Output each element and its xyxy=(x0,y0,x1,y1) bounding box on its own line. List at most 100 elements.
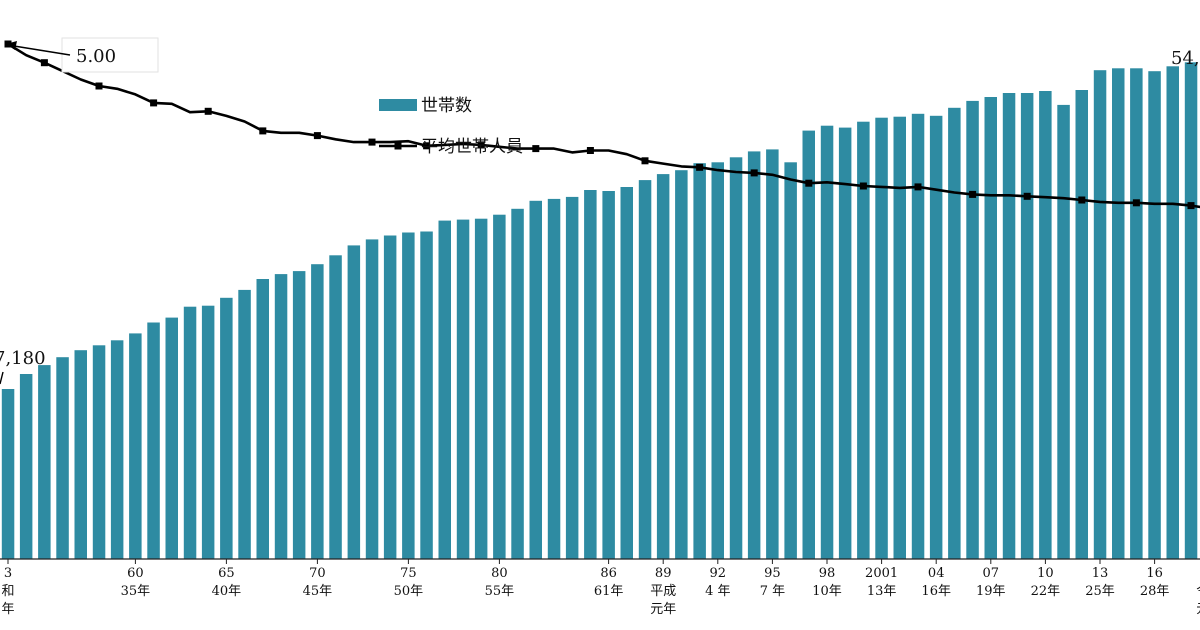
bar-62 xyxy=(1130,68,1143,560)
bar-5 xyxy=(92,345,106,559)
x-tick-label-7-1: 35年 xyxy=(121,584,151,599)
line-point-56 xyxy=(1023,192,1031,200)
bar-1 xyxy=(19,374,33,559)
annotation-bars-start-leader xyxy=(0,371,4,385)
bar-11 xyxy=(201,305,215,559)
bar-22 xyxy=(402,232,415,559)
bar-12 xyxy=(220,297,233,559)
x-tick-label-39-0: 92 xyxy=(710,566,727,581)
bar-14 xyxy=(256,279,269,559)
bar-40 xyxy=(729,157,743,560)
bar-29 xyxy=(529,200,542,560)
bar-31 xyxy=(565,196,579,559)
line-point-47 xyxy=(859,182,867,190)
x-tick-label-17-0: 70 xyxy=(309,566,326,581)
annotation-line-start-value: 5.00 xyxy=(76,46,116,67)
line-point-41 xyxy=(750,169,758,177)
bar-64 xyxy=(1166,66,1179,560)
x-tick-label-48-1: 13年 xyxy=(867,584,897,599)
bar-65 xyxy=(1184,62,1198,560)
bar-33 xyxy=(602,191,615,559)
bar-44 xyxy=(802,130,815,559)
x-tick-label-42-1: 7 年 xyxy=(760,584,785,599)
line-point-53 xyxy=(969,190,977,198)
x-tick-label-0-1: 和 xyxy=(1,584,14,599)
x-tick-label-7-0: 60 xyxy=(127,566,144,581)
line-point-50 xyxy=(914,183,922,191)
x-tick-label-57-1: 22年 xyxy=(1031,584,1061,599)
x-tick-label-51-1: 16年 xyxy=(921,584,951,599)
line-point-14 xyxy=(259,127,267,135)
line-point-65 xyxy=(1187,202,1195,210)
bar-series-households xyxy=(1,62,1198,560)
bar-18 xyxy=(329,255,342,560)
bar-26 xyxy=(474,218,488,559)
x-tick-label-42-0: 95 xyxy=(764,566,781,581)
bar-3 xyxy=(56,357,69,559)
bar-41 xyxy=(747,151,761,559)
annotation-box xyxy=(61,37,159,73)
bar-7 xyxy=(129,333,142,559)
bar-42 xyxy=(766,149,779,559)
legend: 世帯数 平均世帯人員 xyxy=(379,96,523,157)
x-tick-label-12-1: 40年 xyxy=(212,584,242,599)
x-tick-label-22-1: 50年 xyxy=(394,584,424,599)
bar-50 xyxy=(911,113,925,560)
x-tick-label-0-0: 3 xyxy=(4,566,12,581)
line-point-32 xyxy=(586,147,594,154)
bar-32 xyxy=(584,190,597,559)
bar-55 xyxy=(1002,93,1016,559)
bar-15 xyxy=(274,274,288,559)
x-tick-label-63-0: 16 xyxy=(1146,566,1163,581)
bar-58 xyxy=(1057,104,1070,560)
bar-63 xyxy=(1148,71,1161,559)
bar-38 xyxy=(693,163,706,559)
x-tick-label-22-0: 75 xyxy=(400,566,417,581)
bar-34 xyxy=(620,187,633,559)
x-tick-label-12-0: 65 xyxy=(218,566,235,581)
bar-8 xyxy=(147,322,160,559)
line-point-5 xyxy=(95,82,103,90)
bar-49 xyxy=(893,116,906,559)
bar-6 xyxy=(110,340,124,559)
legend-label-avg-members: 平均世帯人員 xyxy=(421,137,523,157)
bar-0 xyxy=(1,389,15,559)
bar-21 xyxy=(383,235,397,559)
line-point-8 xyxy=(150,99,158,107)
x-tick-label-57-0: 10 xyxy=(1037,566,1054,581)
bar-43 xyxy=(784,162,797,560)
bar-20 xyxy=(365,239,379,559)
x-tick-label-39-1: 4 年 xyxy=(705,584,730,599)
bar-24 xyxy=(438,220,451,559)
x-tick-label-60-1: 25年 xyxy=(1085,584,1115,599)
bar-54 xyxy=(984,97,997,559)
line-point-62 xyxy=(1132,199,1140,207)
bar-39 xyxy=(711,162,724,560)
x-tick-label-66-1: 令和 xyxy=(1196,584,1200,599)
x-tick-label-0-2: 年 xyxy=(1,602,14,617)
arrowhead-icon xyxy=(6,41,17,50)
x-tick-label-17-1: 45年 xyxy=(303,584,333,599)
x-tick-label-45-1: 10年 xyxy=(812,584,842,599)
x-tick-label-45-0: 98 xyxy=(819,566,836,581)
annotation-arrow xyxy=(13,45,71,56)
bar-51 xyxy=(929,115,943,560)
bar-25 xyxy=(456,219,470,559)
bar-35 xyxy=(638,180,652,559)
bar-28 xyxy=(511,208,524,560)
annotation-line-start: 5.00 xyxy=(6,37,159,73)
annotation-bars-start-value: 7,180 xyxy=(0,348,46,369)
bar-57 xyxy=(1039,91,1052,559)
line-series-avg-members xyxy=(4,40,1200,210)
x-tick-label-27-1: 55年 xyxy=(485,584,515,599)
line-point-2 xyxy=(40,59,48,67)
x-tick-label-36-1: 平成 xyxy=(650,584,676,599)
legend-marker-avg-members xyxy=(394,142,402,150)
legend-label-households: 世帯数 xyxy=(421,96,472,116)
bar-36 xyxy=(656,174,670,559)
bar-2 xyxy=(38,365,51,559)
line-point-38 xyxy=(696,163,704,171)
x-tick-label-54-1: 19年 xyxy=(976,584,1006,599)
